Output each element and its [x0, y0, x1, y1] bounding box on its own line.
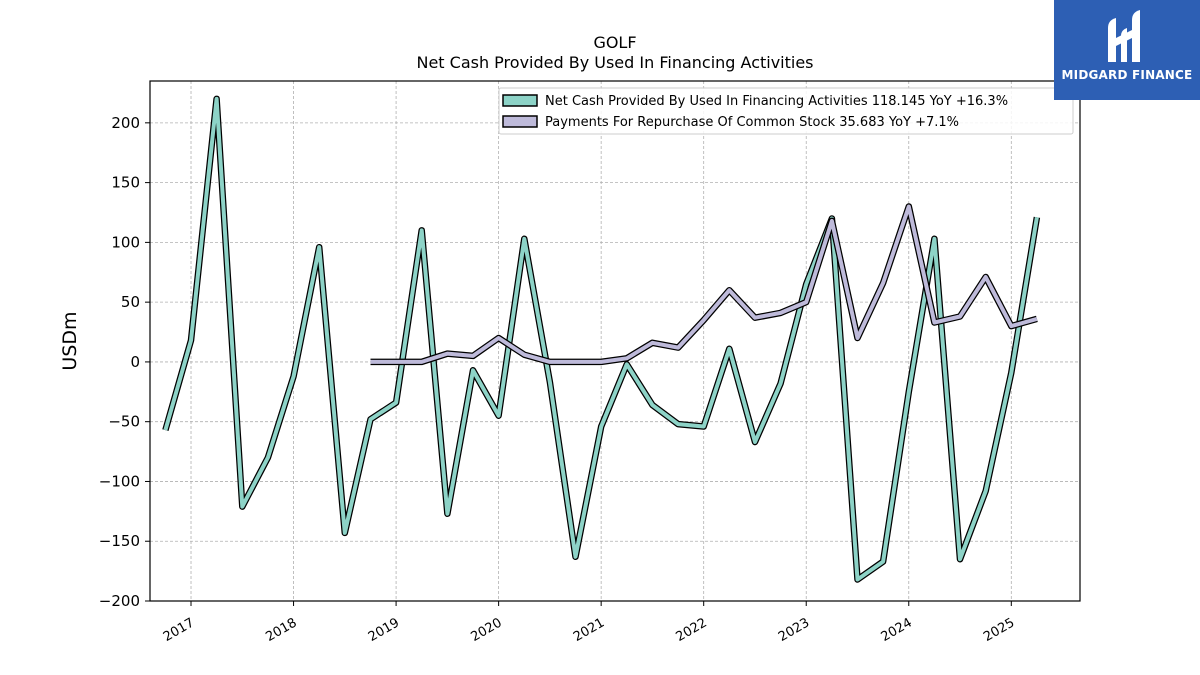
series-line-financing: [163, 96, 1039, 582]
chart-title: GOLF: [593, 33, 636, 52]
y-tick-label: 50: [121, 293, 140, 311]
x-tick-label: 2023: [776, 615, 812, 645]
y-tick-label: −50: [108, 413, 140, 431]
series-line-repurchase: [370, 204, 1038, 364]
midgard-m-icon: [1108, 10, 1140, 62]
legend-label-financing: Net Cash Provided By Used In Financing A…: [545, 94, 1008, 109]
legend-swatch-financing: [502, 94, 538, 107]
y-tick-label: −100: [99, 472, 140, 490]
y-tick-label: −150: [99, 532, 140, 550]
legend: Net Cash Provided By Used In Financing A…: [498, 87, 1074, 135]
x-tick-label: 2020: [468, 615, 504, 645]
y-tick-label: −200: [99, 592, 140, 610]
y-tick-label: 0: [130, 353, 140, 371]
plot-frame: [149, 80, 1081, 602]
y-tick-label: 150: [111, 174, 140, 192]
x-tick-label: 2017: [161, 615, 197, 645]
chart-subtitle: Net Cash Provided By Used In Financing A…: [416, 53, 813, 72]
x-tick-label: 2019: [366, 615, 402, 645]
x-tick-label: 2024: [879, 615, 915, 645]
midgard-finance-logo: MIDGARD FINANCE: [1054, 0, 1200, 100]
series-layer: [162, 95, 1041, 583]
logo-text: MIDGARD FINANCE: [1061, 68, 1193, 82]
y-tick-label: 200: [111, 114, 140, 132]
x-tick-label: 2025: [981, 615, 1017, 645]
x-tick-label: 2022: [674, 615, 710, 645]
legend-swatch-repurchase: [502, 115, 538, 128]
x-tick-label: 2021: [571, 615, 607, 645]
legend-box: [498, 87, 1074, 135]
y-tick-label: 100: [111, 233, 140, 251]
x-tick-label: 2018: [263, 615, 299, 645]
y-axis-label: USDm: [59, 311, 81, 370]
legend-label-repurchase: Payments For Repurchase Of Common Stock …: [545, 115, 959, 130]
